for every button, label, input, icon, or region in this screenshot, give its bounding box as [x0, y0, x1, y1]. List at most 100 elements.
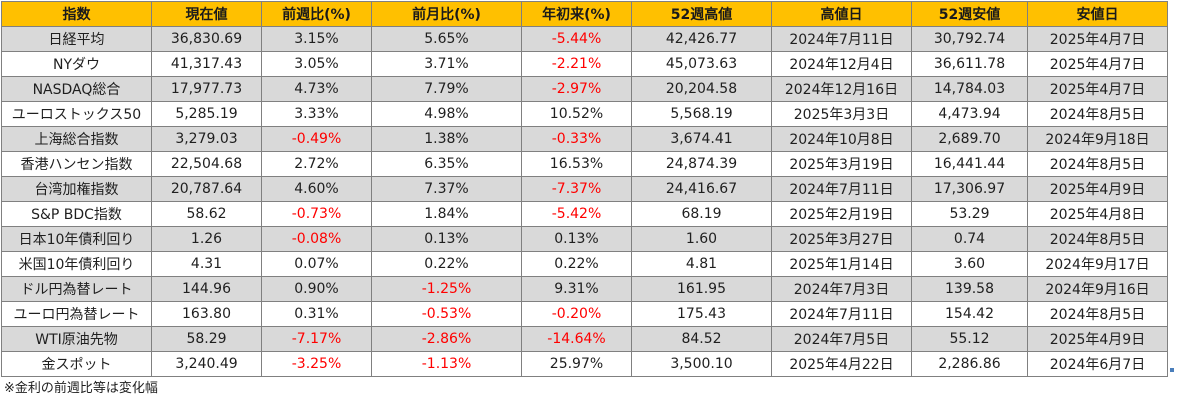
table-cell: 14,784.03 — [911, 76, 1028, 102]
table-cell: 139.58 — [911, 276, 1028, 302]
table-cell: 2024年6月7日 — [1027, 351, 1168, 377]
table-cell: 2025年1月14日 — [771, 251, 912, 277]
index-name-cell: WTI原油先物 — [1, 326, 152, 352]
column-header: 安値日 — [1027, 1, 1168, 27]
table-cell: -2.21% — [521, 51, 632, 77]
table-cell: -0.33% — [521, 126, 632, 152]
table-row: 米国10年債利回り 4.31 0.07% 0.22% 0.22% 4.81 2025年1月1… — [1, 251, 1168, 277]
table-cell: 3,279.03 — [151, 126, 262, 152]
table-cell: 2025年4月8日 — [1027, 201, 1168, 227]
table-cell: 0.90% — [261, 276, 372, 302]
table-row: 日経平均 36,830.69 3.15% 5.65% -5.44% 42,426.77 20… — [1, 26, 1168, 52]
table-cell: 2025年3月19日 — [771, 151, 912, 177]
table-cell: 2024年8月5日 — [1027, 101, 1168, 127]
table-cell: -14.64% — [521, 326, 632, 352]
table-cell: 2025年4月22日 — [771, 351, 912, 377]
table-row: S&P BDC指数 58.62 -0.73% 1.84% -5.42% 68.19 2025… — [1, 201, 1168, 227]
table-cell: 0.22% — [371, 251, 522, 277]
table-cell: 6.35% — [371, 151, 522, 177]
column-header: 指数 — [1, 1, 152, 27]
table-cell: -3.25% — [261, 351, 372, 377]
table-cell: 2024年9月16日 — [1027, 276, 1168, 302]
table-cell: 2024年7月11日 — [771, 26, 912, 52]
selection-handle[interactable] — [1170, 368, 1174, 372]
table-cell: -0.49% — [261, 126, 372, 152]
table-cell: -2.97% — [521, 76, 632, 102]
table-cell: 144.96 — [151, 276, 262, 302]
table-cell: 0.74 — [911, 226, 1028, 252]
table-cell: 30,792.74 — [911, 26, 1028, 52]
index-name-cell: NASDAQ総合 — [1, 76, 152, 102]
table-cell: 1.26 — [151, 226, 262, 252]
table-cell: -5.42% — [521, 201, 632, 227]
table-cell: -0.20% — [521, 301, 632, 327]
table-cell: 20,787.64 — [151, 176, 262, 202]
table-cell: 2025年4月7日 — [1027, 51, 1168, 77]
table-cell: 84.52 — [631, 326, 772, 352]
table-cell: 175.43 — [631, 301, 772, 327]
table-cell: 55.12 — [911, 326, 1028, 352]
index-name-cell: ドル円為替レート — [1, 276, 152, 302]
table-cell: 68.19 — [631, 201, 772, 227]
index-name-cell: 台湾加権指数 — [1, 176, 152, 202]
table-cell: -5.44% — [521, 26, 632, 52]
table-cell: 16.53% — [521, 151, 632, 177]
table-cell: 3.15% — [261, 26, 372, 52]
table-cell: 5,285.19 — [151, 101, 262, 127]
table-cell: -7.37% — [521, 176, 632, 202]
table-cell: 2024年7月11日 — [771, 176, 912, 202]
table-cell: 1.38% — [371, 126, 522, 152]
table-cell: 17,306.97 — [911, 176, 1028, 202]
index-name-cell: ユーロ円為替レート — [1, 301, 152, 327]
table-cell: 10.52% — [521, 101, 632, 127]
table-cell: 2025年3月3日 — [771, 101, 912, 127]
index-name-cell: 日本10年債利回り — [1, 226, 152, 252]
table-cell: 2024年8月5日 — [1027, 301, 1168, 327]
table-cell: 24,416.67 — [631, 176, 772, 202]
index-name-cell: ユーロストックス50 — [1, 101, 152, 127]
table-cell: 7.37% — [371, 176, 522, 202]
table-cell: 2024年12月16日 — [771, 76, 912, 102]
table-cell: 2024年7月3日 — [771, 276, 912, 302]
table-cell: 20,204.58 — [631, 76, 772, 102]
table-cell: 3.05% — [261, 51, 372, 77]
table-cell: 4.31 — [151, 251, 262, 277]
table-cell: 1.60 — [631, 226, 772, 252]
table-row: ドル円為替レート 144.96 0.90% -1.25% 9.31% 161.95 2024… — [1, 276, 1168, 302]
table-cell: 0.13% — [371, 226, 522, 252]
column-header: 前月比(%) — [371, 1, 522, 27]
table-row: 金スポット 3,240.49 -3.25% -1.13% 25.97% 3,500.10 2… — [1, 351, 1168, 377]
table-cell: 25.97% — [521, 351, 632, 377]
table-row: ユーロストックス50 5,285.19 3.33% 4.98% 10.52% 5,568.… — [1, 101, 1168, 127]
table-cell: 4.73% — [261, 76, 372, 102]
table-cell: -0.53% — [371, 301, 522, 327]
table-cell: 53.29 — [911, 201, 1028, 227]
table-cell: 17,977.73 — [151, 76, 262, 102]
table-row: NASDAQ総合 17,977.73 4.73% 7.79% -2.97% 20,204.… — [1, 76, 1168, 102]
table-cell: 7.79% — [371, 76, 522, 102]
table-cell: 16,441.44 — [911, 151, 1028, 177]
table-cell: 2024年8月5日 — [1027, 151, 1168, 177]
index-name-cell: 米国10年債利回り — [1, 251, 152, 277]
table-row: WTI原油先物 58.29 -7.17% -2.86% -14.64% 84.52 2024… — [1, 326, 1168, 352]
table-cell: 2,689.70 — [911, 126, 1028, 152]
table-cell: 22,504.68 — [151, 151, 262, 177]
table-cell: 2025年4月7日 — [1027, 26, 1168, 52]
column-header: 52週安値 — [911, 1, 1028, 27]
table-cell: 36,611.78 — [911, 51, 1028, 77]
table-row: 香港ハンセン指数 22,504.68 2.72% 6.35% 16.53% 24,874.… — [1, 151, 1168, 177]
table-cell: 45,073.63 — [631, 51, 772, 77]
column-header: 高値日 — [771, 1, 912, 27]
table-cell: -0.73% — [261, 201, 372, 227]
table-row: 台湾加権指数 20,787.64 4.60% 7.37% -7.37% 24,416.67… — [1, 176, 1168, 202]
table-cell: 3.60 — [911, 251, 1028, 277]
table-cell: 3.33% — [261, 101, 372, 127]
table-cell: 4.81 — [631, 251, 772, 277]
index-name-cell: 金スポット — [1, 351, 152, 377]
table-row: 日本10年債利回り 1.26 -0.08% 0.13% 0.13% 1.60 2025年3月… — [1, 226, 1168, 252]
column-header: 年初来(%) — [521, 1, 632, 27]
table-body: 日経平均 36,830.69 3.15% 5.65% -5.44% 42,426.77 20… — [1, 26, 1168, 377]
table-cell: 41,317.43 — [151, 51, 262, 77]
table-cell: 2024年7月5日 — [771, 326, 912, 352]
table-cell: 24,874.39 — [631, 151, 772, 177]
